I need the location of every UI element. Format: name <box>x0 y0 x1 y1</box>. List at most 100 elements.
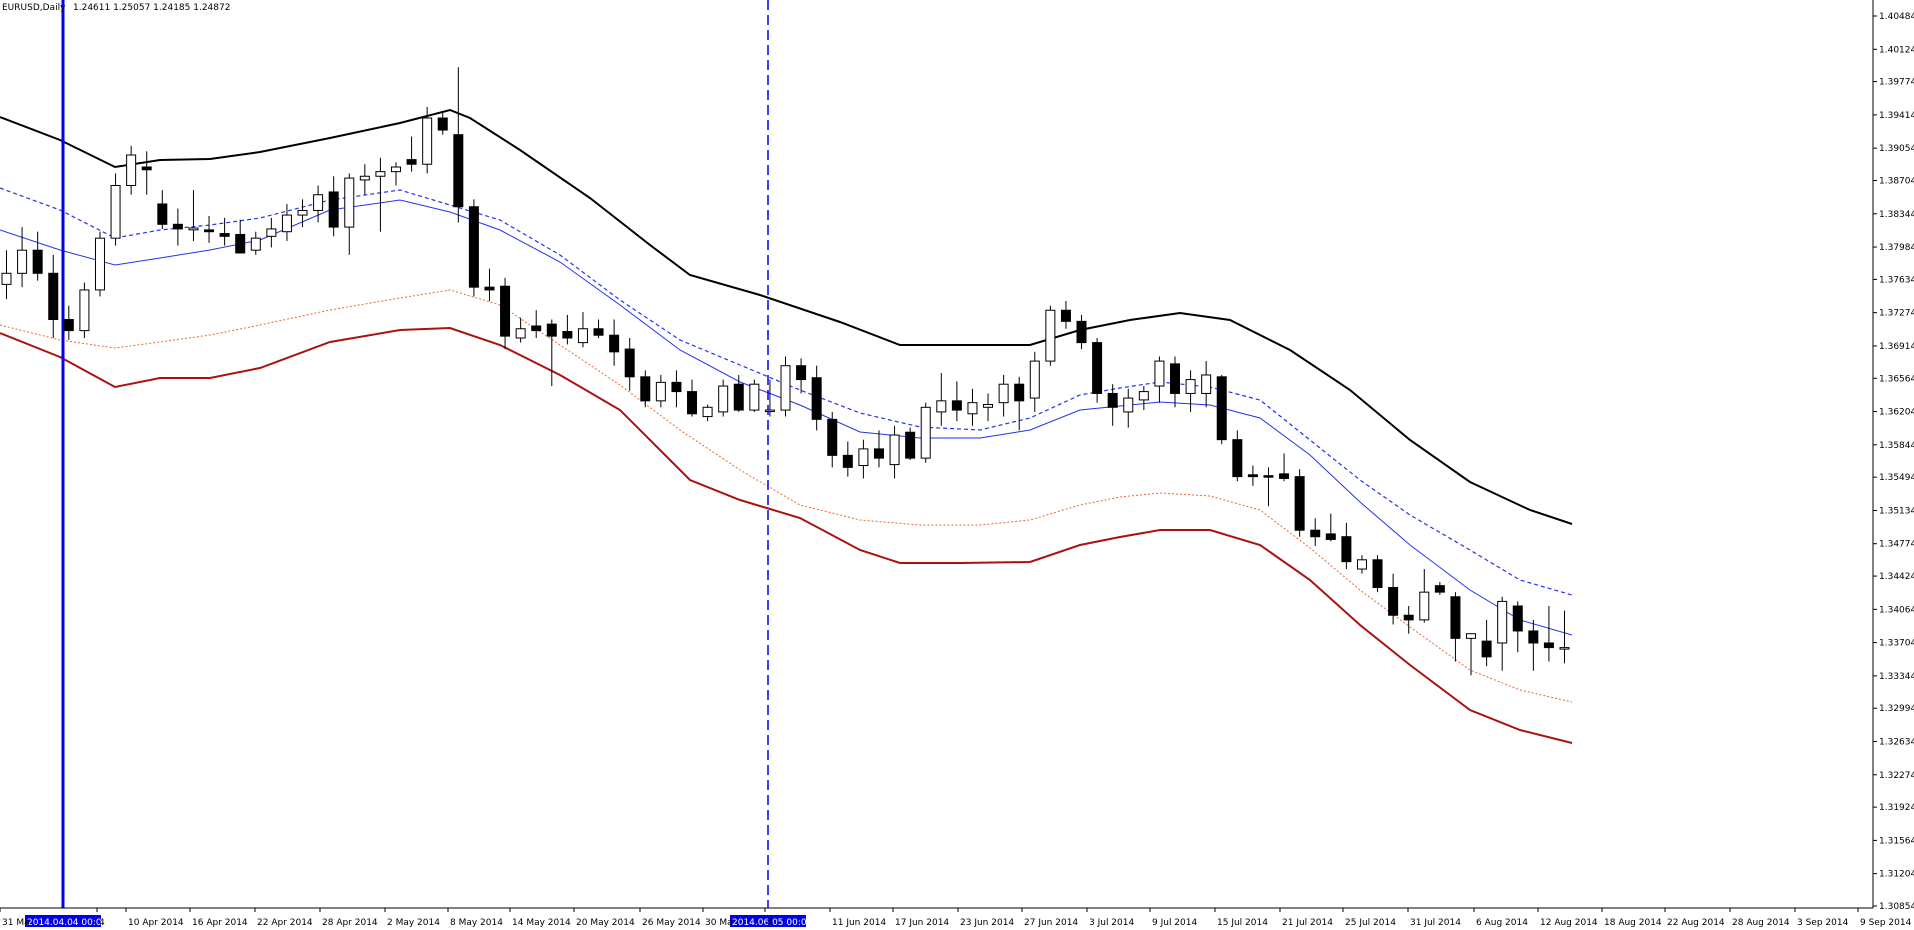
candle[interactable] <box>219 217 230 246</box>
candle[interactable] <box>811 365 822 431</box>
candle[interactable] <box>1559 610 1570 664</box>
candle[interactable] <box>1232 430 1243 482</box>
candle[interactable] <box>515 317 526 343</box>
candle[interactable] <box>32 231 43 281</box>
vertical-marker-left[interactable]: 2014.04.04 00:00 <box>25 0 108 928</box>
candle[interactable] <box>1512 601 1523 653</box>
candle[interactable] <box>1434 581 1445 595</box>
candle[interactable] <box>1045 305 1056 366</box>
candle[interactable] <box>1543 606 1554 662</box>
candle[interactable] <box>1076 314 1087 350</box>
candle[interactable] <box>936 373 947 426</box>
candle[interactable] <box>1014 376 1025 431</box>
candle[interactable] <box>391 162 401 186</box>
candle[interactable] <box>1356 555 1367 574</box>
candle[interactable] <box>920 402 931 463</box>
candle[interactable] <box>422 106 433 174</box>
candle[interactable] <box>17 227 28 288</box>
candle[interactable] <box>328 176 339 237</box>
candle[interactable] <box>1294 469 1305 537</box>
candle[interactable] <box>749 379 760 412</box>
candle[interactable] <box>858 439 869 479</box>
candle[interactable] <box>375 157 386 232</box>
candle[interactable] <box>94 231 105 297</box>
candle[interactable] <box>702 404 713 422</box>
candle[interactable] <box>359 164 370 195</box>
candle[interactable] <box>141 151 152 195</box>
candle[interactable] <box>1388 573 1399 625</box>
candle[interactable] <box>1107 384 1118 426</box>
candle[interactable] <box>1123 388 1134 428</box>
candle[interactable] <box>1372 555 1383 593</box>
candle[interactable] <box>235 219 246 254</box>
candle[interactable] <box>1092 337 1103 403</box>
candle[interactable] <box>1497 596 1508 671</box>
candle[interactable] <box>827 411 838 468</box>
candle[interactable] <box>79 282 90 338</box>
candle[interactable] <box>624 337 635 391</box>
candle[interactable] <box>1060 301 1071 329</box>
candle[interactable] <box>172 208 183 246</box>
candle[interactable] <box>157 190 168 229</box>
candle[interactable] <box>500 277 511 350</box>
candle[interactable] <box>951 381 962 422</box>
candle[interactable] <box>609 319 620 366</box>
candle[interactable] <box>1403 606 1414 634</box>
candle[interactable] <box>733 374 744 412</box>
candle[interactable] <box>546 319 557 387</box>
candle[interactable] <box>266 217 277 248</box>
candlestick-series[interactable] <box>1 67 1570 676</box>
candle[interactable] <box>1419 569 1430 623</box>
candle[interactable] <box>983 393 994 422</box>
candle[interactable] <box>889 425 900 479</box>
candle[interactable] <box>764 379 775 417</box>
candle[interactable] <box>998 374 1009 417</box>
candle[interactable] <box>1 250 12 300</box>
candle[interactable] <box>531 310 542 338</box>
candle[interactable] <box>297 199 308 228</box>
candle[interactable] <box>1450 592 1461 662</box>
candle[interactable] <box>281 203 292 241</box>
candle[interactable] <box>687 379 698 417</box>
candle[interactable] <box>250 231 261 255</box>
candle[interactable] <box>468 199 479 297</box>
candle[interactable] <box>453 67 464 223</box>
candle[interactable] <box>188 190 199 241</box>
candle[interactable] <box>437 111 448 135</box>
candle[interactable] <box>780 356 791 417</box>
candle[interactable] <box>1481 619 1492 667</box>
candle[interactable] <box>967 388 978 426</box>
candle[interactable] <box>344 173 355 255</box>
candle[interactable] <box>1341 522 1352 570</box>
candle[interactable] <box>1029 351 1040 412</box>
candle[interactable] <box>406 136 417 172</box>
candle[interactable] <box>718 379 729 417</box>
candle[interactable] <box>796 358 807 394</box>
candle[interactable] <box>1310 518 1321 546</box>
candle[interactable] <box>1263 467 1274 507</box>
candle[interactable] <box>1247 465 1258 486</box>
candle[interactable] <box>1528 619 1539 671</box>
candle[interactable] <box>110 173 121 246</box>
candle[interactable] <box>640 370 651 408</box>
vertical-marker-right[interactable]: 2014.06.05 00:00 <box>730 0 813 928</box>
candle[interactable] <box>593 319 604 338</box>
candle[interactable] <box>48 254 59 338</box>
candle[interactable] <box>1466 633 1477 676</box>
candle[interactable] <box>671 370 682 408</box>
candle[interactable] <box>1216 374 1227 445</box>
candle[interactable] <box>905 427 916 460</box>
candle[interactable] <box>1170 356 1180 408</box>
candle[interactable] <box>873 430 884 468</box>
candle[interactable] <box>204 215 215 243</box>
candle[interactable] <box>126 145 137 195</box>
candle[interactable] <box>1154 356 1165 403</box>
candle[interactable] <box>1201 361 1212 408</box>
candle[interactable] <box>1325 513 1336 542</box>
candle[interactable] <box>842 441 853 477</box>
candle[interactable] <box>63 305 74 340</box>
candle[interactable] <box>313 185 324 223</box>
candle[interactable] <box>1279 453 1290 482</box>
candle[interactable] <box>577 312 588 348</box>
